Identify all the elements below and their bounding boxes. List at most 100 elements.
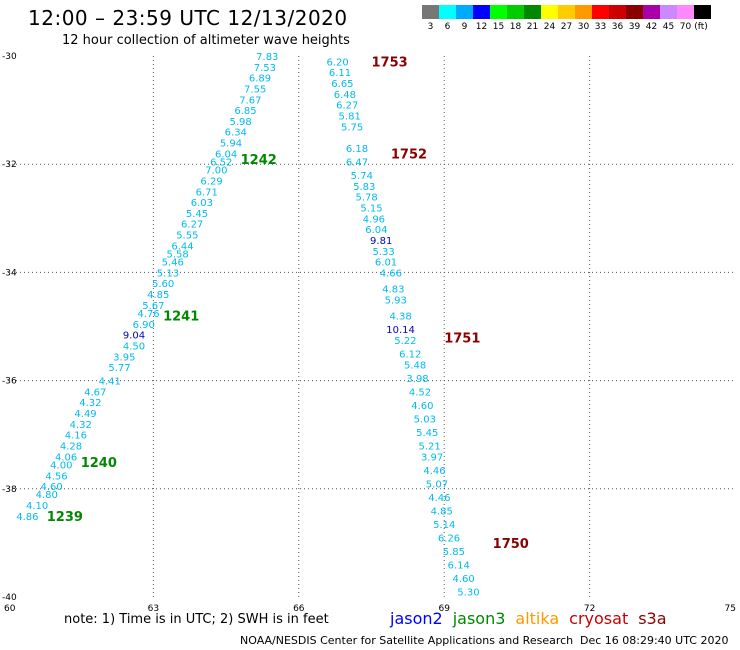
legend-swatch [643, 5, 660, 19]
wave-height-value: 3.95 [113, 352, 135, 363]
pass-time-label: 1240 [81, 456, 117, 471]
map-grid [8, 56, 735, 597]
wave-height-value: 4.32 [79, 398, 101, 409]
wave-height-value: 5.33 [372, 247, 394, 258]
wave-height-value: 5.48 [404, 360, 426, 371]
legend-swatch [541, 5, 558, 19]
wave-height-value: 6.27 [336, 101, 358, 112]
legend-label: 45 [663, 22, 674, 32]
chart-title: 12:00 – 23:59 UTC 12/13/2020 [28, 6, 348, 30]
wave-height-value: 4.00 [50, 460, 72, 471]
x-tick-label: 72 [584, 604, 595, 614]
wave-height-value: 5.85 [443, 547, 465, 558]
wave-height-value: 5.74 [351, 171, 373, 182]
wave-height-value: 6.01 [375, 258, 397, 269]
pass-time-label: 1242 [241, 153, 277, 168]
credit-line: NOAA/NESDIS Center for Satellite Applica… [240, 634, 574, 647]
legend-label: 9 [462, 22, 468, 32]
legend-label: 42 [646, 22, 657, 32]
wave-height-value: 5.07 [426, 479, 448, 490]
legend-swatch [422, 5, 439, 19]
wave-height-value: 4.85 [147, 290, 169, 301]
legend-swatch [439, 5, 456, 19]
y-tick-label: -40 [2, 593, 17, 603]
legend-swatch [473, 5, 490, 19]
wave-height-value: 7.83 [256, 52, 278, 63]
wave-height-value: 6.04 [215, 149, 237, 160]
wave-height-value: 5.98 [230, 117, 252, 128]
legend-unit: (ft) [694, 22, 708, 32]
wave-height-value: 6.85 [234, 106, 256, 117]
wave-height-value: 3.97 [421, 452, 443, 463]
x-tick-label: 60 [4, 604, 16, 614]
wave-height-value: 6.12 [399, 350, 421, 361]
wave-height-value: 5.21 [419, 442, 441, 453]
wave-height-value: 6.18 [346, 144, 368, 155]
wave-height-value: 7.55 [244, 84, 266, 95]
wave-height-value: 5.58 [167, 249, 189, 260]
pass-time-label: 1750 [493, 537, 529, 552]
legend-label: 39 [629, 22, 641, 32]
wave-height-value: 4.52 [409, 387, 431, 398]
wave-height-value: 9.04 [123, 331, 145, 342]
satellite-name: altika [515, 609, 560, 628]
legend-label: 70 [680, 22, 692, 32]
wave-height-value: 4.67 [84, 387, 106, 398]
wave-height-value: 7.00 [205, 166, 227, 177]
wave-height-value: 4.28 [60, 442, 82, 453]
wave-height-value: 4.06 [55, 452, 77, 463]
pass-time-label: 1753 [372, 55, 408, 70]
wave-height-value: 4.46 [428, 493, 450, 504]
wave-height-value: 5.67 [142, 301, 164, 312]
wave-height-value: 5.77 [108, 363, 130, 374]
color-legend: 3 6 9 12 15 18 21 24 27 30 33 36 39 42 45 70 (ft) [422, 5, 711, 32]
wave-height-value: 4.83 [382, 285, 404, 296]
wave-height-value: 5.45 [416, 428, 438, 439]
wave-height-value: 6.26 [438, 533, 460, 544]
wave-height-value: 5.03 [414, 414, 436, 425]
legend-swatch [524, 5, 541, 19]
legend-swatch [592, 5, 609, 19]
satellite-name: cryosat [569, 609, 629, 628]
legend-swatch [677, 5, 694, 19]
wave-height-value: 6.44 [171, 241, 193, 252]
wave-height-value: 10.14 [386, 325, 415, 336]
legend-swatch [456, 5, 473, 19]
wave-height-value: 5.75 [341, 122, 363, 133]
pass-time-label: 1241 [163, 310, 199, 325]
wave-height-value: 4.85 [431, 506, 453, 517]
axis-tick-labels: 60 63 66 69 72 75 -30 -32 -34 -36 -38 -40 [2, 52, 736, 614]
x-tick-label: 66 [293, 604, 305, 614]
x-tick-label: 69 [438, 604, 450, 614]
pass-time-label: 1239 [47, 510, 83, 525]
wave-height-value: 5.15 [360, 203, 382, 214]
wave-height-value: 5.83 [353, 182, 375, 193]
wave-height-value: 6.89 [249, 74, 271, 85]
wave-height-value: 6.11 [329, 68, 351, 79]
legend-label: 24 [544, 22, 556, 32]
wave-height-value: 5.14 [433, 520, 455, 531]
wave-height-value: 5.60 [152, 279, 174, 290]
wave-height-value: 6.14 [448, 561, 470, 572]
wave-height-value: 5.22 [394, 336, 416, 347]
legend-label: 3 [428, 22, 434, 32]
wave-height-value: 4.66 [380, 268, 402, 279]
wave-height-value: 6.71 [196, 187, 218, 198]
generation-timestamp: Dec 16 08:29:40 UTC 2020 [580, 634, 729, 647]
x-tick-label: 63 [148, 604, 159, 614]
wave-height-value: 4.76 [137, 309, 159, 320]
wave-height-value: 6.90 [133, 320, 155, 331]
wave-height-value: 5.93 [385, 295, 407, 306]
wave-height-value: 5.81 [339, 112, 361, 123]
wave-height-value: 5.46 [162, 258, 184, 269]
wave-height-value: 4.16 [65, 431, 87, 442]
footer-note: note: 1) Time is in UTC; 2) SWH is in fe… [64, 612, 329, 627]
pass-time-label: 1752 [391, 147, 427, 162]
wave-height-value: 4.56 [45, 471, 67, 482]
wave-height-value: 4.86 [16, 512, 38, 523]
satellite-name: jason2 [390, 609, 443, 628]
wave-height-value: 6.48 [334, 90, 356, 101]
satellite-name: s3a [638, 609, 667, 628]
legend-label: 18 [510, 22, 522, 32]
